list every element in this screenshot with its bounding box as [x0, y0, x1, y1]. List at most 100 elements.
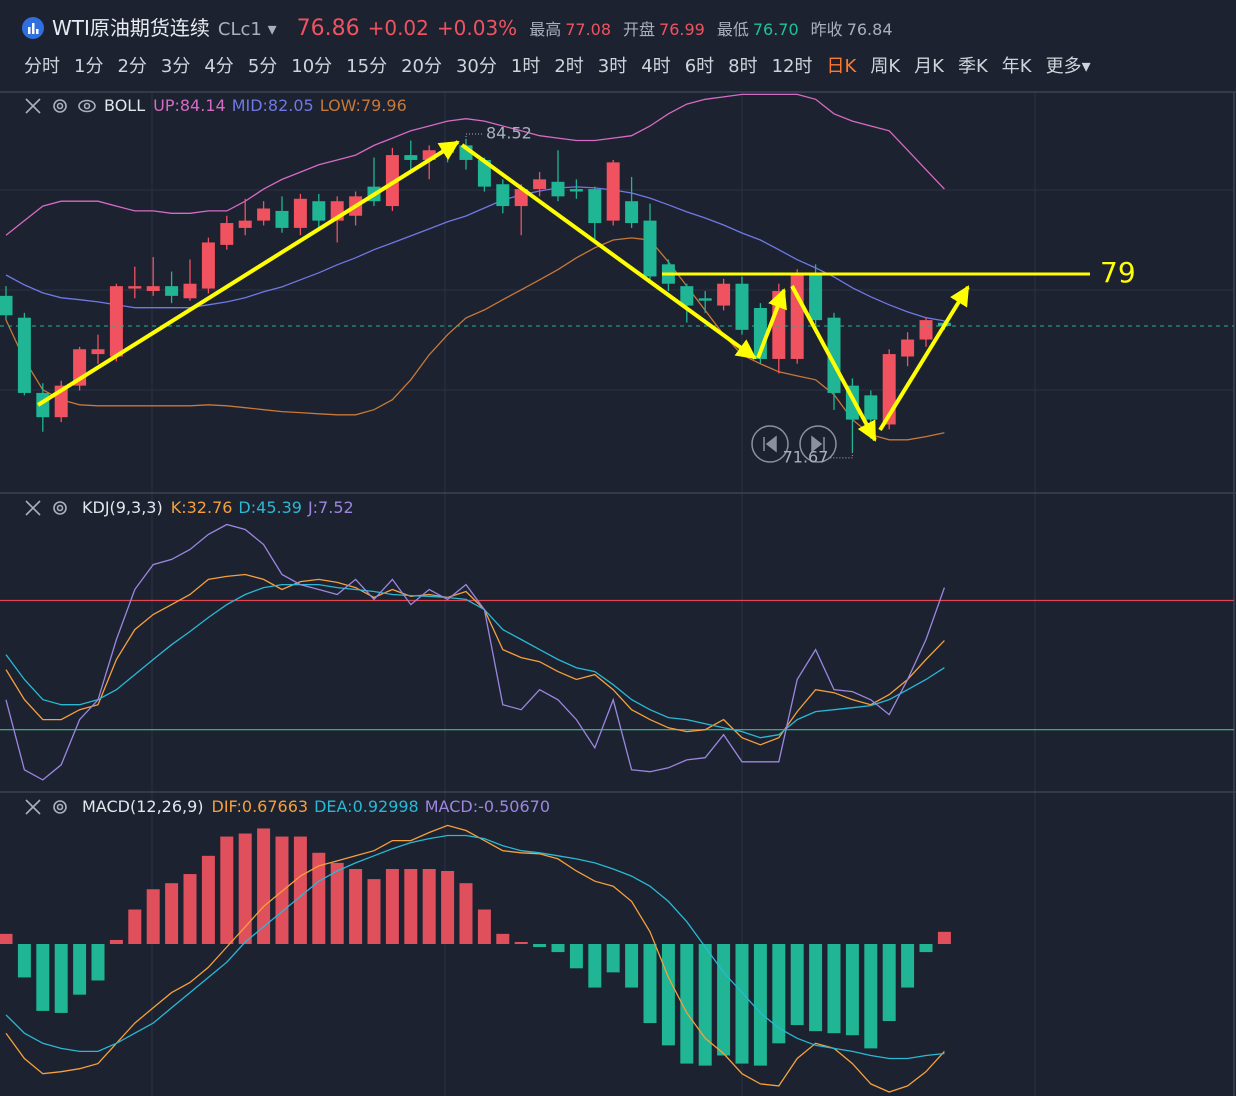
header: WTI原油期货连续 CLc1 ▾ 76.86 +0.02 +0.03% 最高 77… — [22, 12, 893, 44]
period-tab[interactable]: 5分 — [247, 56, 278, 77]
period-tab[interactable]: 15分 — [346, 56, 388, 77]
candle-body — [901, 339, 915, 357]
level-label: 79 — [1100, 256, 1136, 289]
macd-bar — [698, 943, 712, 1066]
annotation-label: 71.67 — [783, 447, 829, 466]
change: +0.02 — [367, 16, 429, 40]
macd-bar — [73, 943, 87, 995]
macd-bar — [864, 943, 878, 1049]
panel-icons[interactable] — [25, 98, 96, 815]
candle-body — [919, 320, 933, 340]
macd-bar — [404, 868, 418, 944]
macd-bar — [293, 836, 307, 944]
legend-entry: D:45.39 — [238, 498, 302, 517]
candle-body — [293, 198, 307, 228]
stat-value: 76.70 — [752, 20, 799, 39]
period-tab[interactable]: 30分 — [455, 56, 497, 77]
period-tab[interactable]: 周K — [870, 56, 901, 77]
macd-bar — [477, 909, 491, 944]
period-tab[interactable]: 季K — [957, 56, 988, 77]
legend-entry: UP:84.14 — [153, 96, 226, 115]
playback-buttons[interactable] — [751, 425, 837, 463]
period-tab[interactable]: 年K — [1001, 56, 1032, 77]
macd-bar — [661, 943, 675, 1046]
period-tab[interactable]: 4分 — [204, 56, 234, 77]
period-tab[interactable]: 更多▾ — [1045, 56, 1091, 77]
candle-body — [201, 242, 215, 289]
macd-bar — [91, 943, 105, 981]
candle-body — [312, 201, 326, 221]
period-tab[interactable]: 6时 — [684, 56, 715, 77]
candle-body — [91, 349, 105, 355]
period-tab[interactable]: 2分 — [117, 56, 147, 77]
candle-body — [809, 274, 823, 321]
macd-bar — [36, 943, 50, 1011]
indicator-line — [5, 186, 945, 322]
period-tab[interactable]: 12时 — [771, 56, 813, 77]
macd-bar — [772, 943, 786, 1044]
period-tab[interactable]: 10分 — [291, 56, 333, 77]
macd-bar — [809, 943, 823, 1032]
macd-bar — [367, 879, 381, 944]
macd-bar — [735, 943, 749, 1064]
candle-body — [864, 395, 878, 420]
stats: 最高 77.08 开盘 76.99 最低 76.70 昨收 76.84 — [525, 16, 892, 40]
period-tab[interactable]: 3时 — [597, 56, 628, 77]
period-tab[interactable]: 分时 — [24, 56, 60, 77]
macd-bar — [0, 933, 13, 944]
candle-body — [735, 283, 749, 330]
macd-bar — [146, 889, 160, 944]
code: CLc1 — [217, 19, 262, 40]
period-tab[interactable]: 1时 — [510, 56, 541, 77]
grid — [0, 92, 1234, 1096]
candle-body — [477, 159, 491, 187]
legend-entry: DEA:0.92998 — [314, 797, 419, 816]
period-tab[interactable]: 8时 — [728, 56, 758, 77]
period-tab[interactable]: 1分 — [74, 56, 104, 77]
annotation-label: 84.52 — [486, 124, 532, 143]
macd-bar — [275, 836, 289, 944]
candle-body — [183, 283, 197, 299]
legend-entry: LOW:79.96 — [319, 96, 407, 115]
legend-entry: DIF:0.67663 — [211, 797, 309, 816]
candle-body — [496, 184, 510, 207]
candle-body — [128, 286, 142, 289]
period-tab[interactable]: 2时 — [554, 56, 584, 77]
candle-body — [680, 286, 694, 306]
macd-bar — [128, 909, 142, 944]
macd-bar — [882, 943, 896, 1022]
candle-body — [514, 189, 528, 207]
indicator-line — [5, 523, 946, 781]
macd-bar — [459, 883, 473, 944]
period-tab[interactable]: 20分 — [401, 56, 442, 77]
period-tab[interactable]: 3分 — [160, 56, 191, 77]
instrument-code[interactable]: CLc1 ▾ — [217, 19, 277, 40]
stat-label: 最低 — [716, 20, 749, 39]
period-tab[interactable]: 4时 — [641, 56, 671, 77]
macd-bar — [312, 852, 326, 944]
stat-value: 76.84 — [846, 20, 893, 39]
indicator-line — [5, 237, 945, 441]
stat-value: 77.08 — [565, 20, 612, 39]
macd-bar — [165, 883, 179, 944]
macd-bar — [588, 943, 602, 988]
period-tab[interactable]: 日K — [826, 56, 857, 77]
candle-body — [220, 223, 234, 245]
indicator-line — [5, 824, 945, 1093]
stat-value: 76.99 — [659, 20, 705, 39]
legend: KDJ(9,3,3) K:32.76 D:45.39 J:7.52 — [82, 498, 354, 517]
macd-bar — [422, 868, 436, 944]
macd-bar — [257, 828, 271, 944]
candle-body — [165, 286, 179, 296]
period-tab[interactable]: 月K — [914, 56, 944, 77]
indicator-line — [5, 583, 945, 739]
candle-body — [0, 295, 13, 316]
macd-bar — [330, 862, 344, 944]
legend-entry: MACD:-0.50670 — [424, 797, 551, 816]
macd-bar — [606, 943, 620, 973]
macd-bar — [54, 943, 68, 1013]
candle-body — [569, 189, 583, 192]
legend-entry: MID:82.05 — [231, 96, 314, 115]
